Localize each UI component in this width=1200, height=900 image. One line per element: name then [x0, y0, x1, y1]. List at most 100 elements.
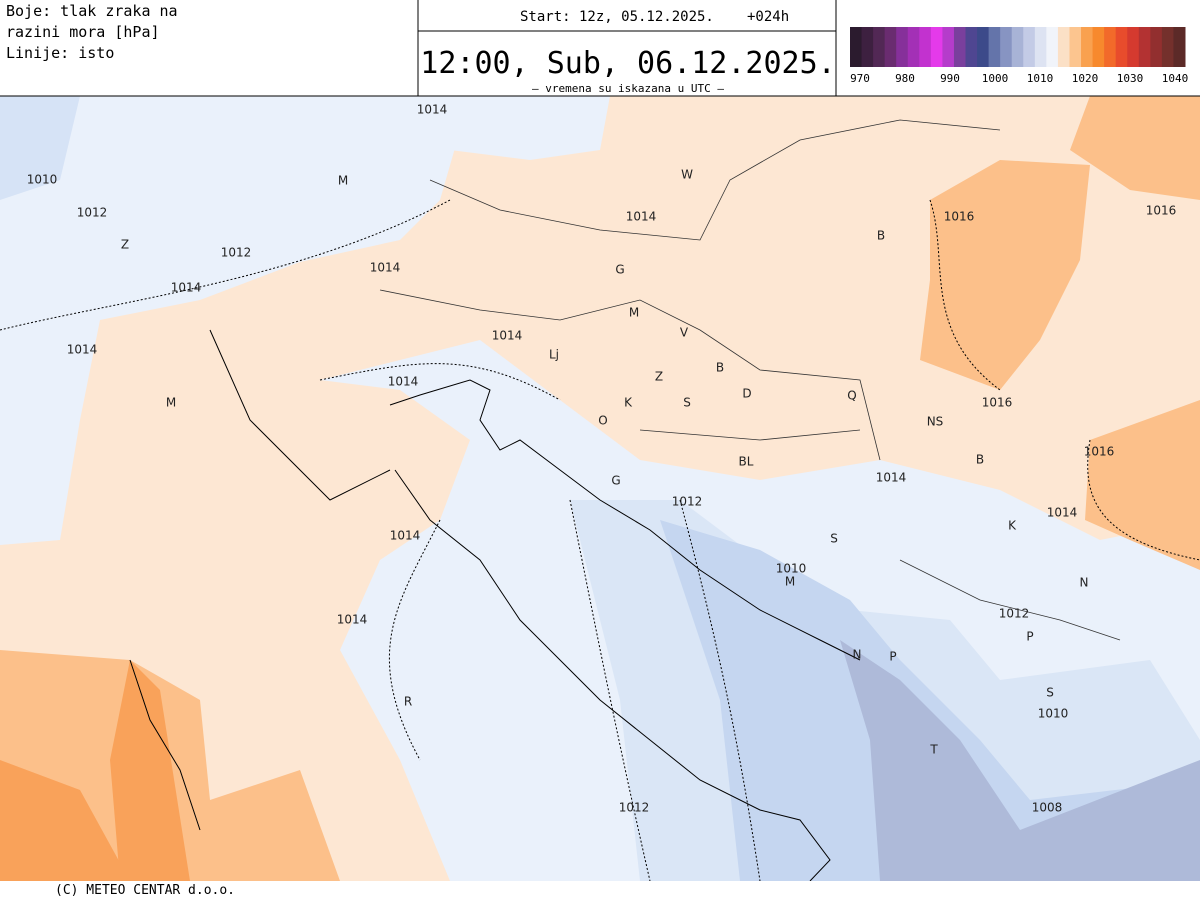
colorbar-swatch — [965, 27, 978, 67]
place-label: D — [742, 387, 751, 401]
colorbar-swatch — [977, 27, 990, 67]
isobar-label: 1014 — [67, 343, 98, 357]
place-label: B — [716, 361, 724, 375]
colorbar-label: 1000 — [982, 72, 1009, 85]
isobar-label: 1014 — [171, 281, 202, 295]
pressure-area — [840, 640, 1200, 881]
isobar-label: 1012 — [672, 495, 703, 509]
place-label: K — [624, 396, 633, 410]
pressure-area — [660, 520, 1200, 881]
colorbar-swatch — [907, 27, 920, 67]
place-label: B — [877, 229, 885, 243]
colorbar-label: 1030 — [1117, 72, 1144, 85]
lead-time: +024h — [747, 9, 789, 25]
colorbar-swatch — [861, 27, 874, 67]
isobar-label: 1016 — [1084, 445, 1115, 459]
pressure-area — [0, 96, 470, 545]
isobar-label: 1008 — [1032, 801, 1063, 815]
isobar-label: 1010 — [27, 173, 58, 187]
pressure-area — [1085, 400, 1200, 570]
colorbar-label: 990 — [940, 72, 960, 85]
isobar-label: 1012 — [77, 206, 108, 220]
colorbar-swatch — [942, 27, 955, 67]
place-label: P — [1026, 630, 1033, 644]
colorbar-swatch — [884, 27, 897, 67]
colorbar-swatch — [1161, 27, 1174, 67]
colorbar-label: 970 — [850, 72, 870, 85]
place-label: M — [785, 575, 795, 589]
colorbar-swatch — [1127, 27, 1140, 67]
footer: (C) METEO CENTAR d.o.o. — [55, 883, 235, 898]
place-label: BL — [739, 455, 754, 469]
isobar-label: 1014 — [876, 471, 907, 485]
colorbar-swatch — [896, 27, 909, 67]
colorbar-swatch — [1138, 27, 1151, 67]
place-label: G — [615, 263, 624, 277]
place-label: O — [598, 414, 607, 428]
place-label: S — [1046, 686, 1054, 700]
footer-band — [0, 881, 1200, 900]
isobar — [0, 199, 1200, 882]
place-label: N — [1080, 576, 1089, 590]
colorbar-swatch — [1092, 27, 1105, 67]
pressure-area — [920, 160, 1090, 390]
place-label: N — [853, 648, 862, 662]
isobar-label: 1014 — [388, 375, 419, 389]
place-label: B — [976, 453, 984, 467]
pressure-area — [440, 96, 610, 160]
colorbar-label: 1010 — [1027, 72, 1054, 85]
isobar-label: 1010 — [776, 562, 807, 576]
place-label: R — [404, 695, 412, 709]
place-label: Q — [847, 389, 856, 403]
place-label: W — [681, 168, 693, 182]
colorbar-swatch — [1104, 27, 1117, 67]
colorbar-swatch — [850, 27, 863, 67]
isobar-label: 1014 — [390, 529, 421, 543]
colorbar-swatch — [1115, 27, 1128, 67]
place-label: P — [889, 650, 896, 664]
place-label: Z — [121, 238, 129, 252]
utc-note: – vremena su iskazana u UTC – — [532, 82, 724, 95]
colorbar-label: 1020 — [1072, 72, 1099, 85]
colorbar-swatch — [988, 27, 1001, 67]
place-label: Lj — [549, 348, 559, 362]
colorbar-swatch — [930, 27, 943, 67]
colorbar-swatch — [873, 27, 886, 67]
map — [0, 96, 1200, 882]
place-label: S — [683, 396, 691, 410]
place-label: T — [929, 743, 938, 757]
place-label: G — [611, 474, 620, 488]
colorbar-swatch — [953, 27, 967, 67]
run-start: Start: 12z, 05.12.2025. — [520, 9, 714, 25]
colorbar-swatch — [1069, 27, 1082, 67]
colorbar-swatch — [1000, 27, 1013, 67]
pressure-area — [0, 760, 130, 881]
place-label: M — [338, 174, 348, 188]
place-label: M — [166, 396, 176, 410]
legend-line: Boje: tlak zraka na — [6, 2, 178, 20]
isobar-label: 1014 — [370, 261, 401, 275]
colorbar-swatch — [1173, 27, 1186, 67]
place-label: M — [629, 306, 639, 320]
isobar-label: 1016 — [982, 396, 1013, 410]
border — [379, 119, 1121, 641]
isobar-label: 1014 — [337, 613, 368, 627]
isobar-label: 1016 — [1146, 204, 1177, 218]
isobar-label: 1012 — [999, 607, 1030, 621]
isobar-label: 1012 — [619, 801, 650, 815]
colorbar-swatch — [1011, 27, 1024, 67]
place-label: K — [1008, 519, 1017, 533]
valid-time: 12:00, Sub, 06.12.2025. — [420, 46, 835, 81]
isobar-label: 1016 — [944, 210, 975, 224]
isobar-label: 1012 — [221, 246, 252, 260]
isobar-label: 1014 — [1047, 506, 1078, 520]
place-label: NS — [927, 415, 944, 429]
colorbar-label: 980 — [895, 72, 915, 85]
isobar-label: 1014 — [492, 329, 523, 343]
colorbar-label: 1040 — [1162, 72, 1189, 85]
colorbar-swatch — [1057, 27, 1070, 67]
colorbar-swatch — [1081, 27, 1094, 67]
colorbar-swatch — [919, 27, 932, 67]
